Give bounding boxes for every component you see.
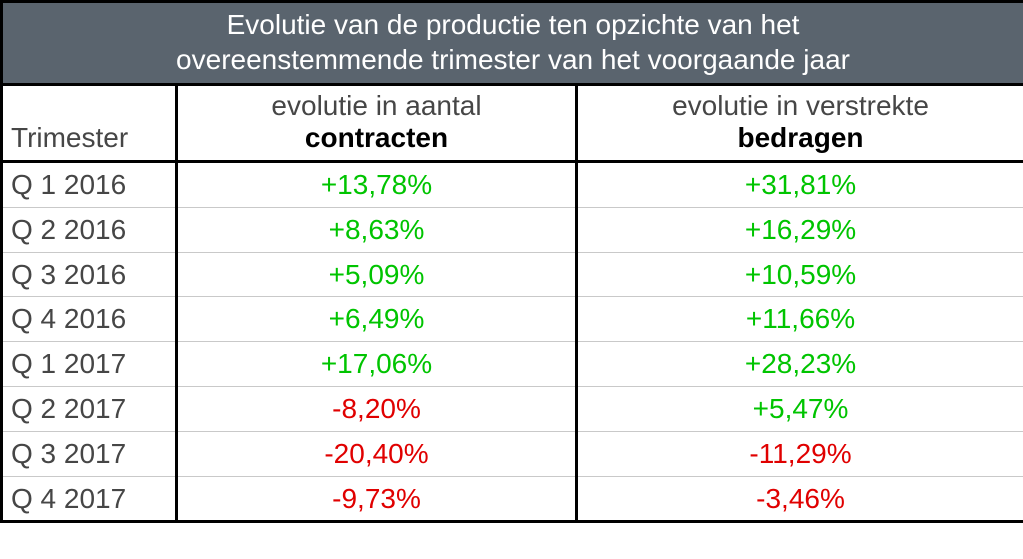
cell-contracten: -8,20% <box>177 386 577 431</box>
cell-bedragen: -3,46% <box>577 476 1023 522</box>
cell-contracten: +17,06% <box>177 342 577 387</box>
cell-contracten: +13,78% <box>177 162 577 208</box>
cell-contracten: +5,09% <box>177 252 577 297</box>
production-evolution-table: Evolutie van de productie ten opzichte v… <box>0 0 1023 523</box>
table-row: Q 4 2016+6,49%+11,66% <box>2 297 1023 342</box>
cell-contracten: -20,40% <box>177 431 577 476</box>
table-row: Q 2 2017-8,20%+5,47% <box>2 386 1023 431</box>
table-row: Q 1 2017+17,06%+28,23% <box>2 342 1023 387</box>
cell-trimester: Q 1 2017 <box>2 342 177 387</box>
column-header-contracten: evolutie in aantal contracten <box>177 85 577 162</box>
col2-upper: evolutie in aantal <box>186 90 567 122</box>
cell-trimester: Q 4 2017 <box>2 476 177 522</box>
cell-bedragen: +11,66% <box>577 297 1023 342</box>
table-row: Q 1 2016+13,78%+31,81% <box>2 162 1023 208</box>
cell-contracten: -9,73% <box>177 476 577 522</box>
cell-contracten: +6,49% <box>177 297 577 342</box>
column-header-bedragen: evolutie in verstrekte bedragen <box>577 85 1023 162</box>
table-title: Evolutie van de productie ten opzichte v… <box>2 2 1023 85</box>
table-row: Q 3 2017-20,40%-11,29% <box>2 431 1023 476</box>
column-header-trimester: Trimester <box>2 85 177 162</box>
col2-lower: contracten <box>186 122 567 154</box>
cell-contracten: +8,63% <box>177 207 577 252</box>
title-line-1: Evolutie van de productie ten opzichte v… <box>227 9 800 40</box>
table-row: Q 4 2017-9,73%-3,46% <box>2 476 1023 522</box>
title-line-2: overeenstemmende trimester van het voorg… <box>176 44 850 75</box>
cell-trimester: Q 4 2016 <box>2 297 177 342</box>
cell-trimester: Q 2 2016 <box>2 207 177 252</box>
cell-bedragen: +28,23% <box>577 342 1023 387</box>
cell-bedragen: +5,47% <box>577 386 1023 431</box>
data-table: Evolutie van de productie ten opzichte v… <box>0 0 1023 523</box>
cell-trimester: Q 3 2016 <box>2 252 177 297</box>
cell-bedragen: +16,29% <box>577 207 1023 252</box>
cell-bedragen: -11,29% <box>577 431 1023 476</box>
col3-lower: bedragen <box>586 122 1015 154</box>
table-row: Q 3 2016+5,09%+10,59% <box>2 252 1023 297</box>
cell-trimester: Q 1 2016 <box>2 162 177 208</box>
col1-label: Trimester <box>11 122 128 153</box>
cell-bedragen: +10,59% <box>577 252 1023 297</box>
col3-upper: evolutie in verstrekte <box>586 90 1015 122</box>
table-row: Q 2 2016+8,63%+16,29% <box>2 207 1023 252</box>
cell-trimester: Q 3 2017 <box>2 431 177 476</box>
cell-trimester: Q 2 2017 <box>2 386 177 431</box>
cell-bedragen: +31,81% <box>577 162 1023 208</box>
